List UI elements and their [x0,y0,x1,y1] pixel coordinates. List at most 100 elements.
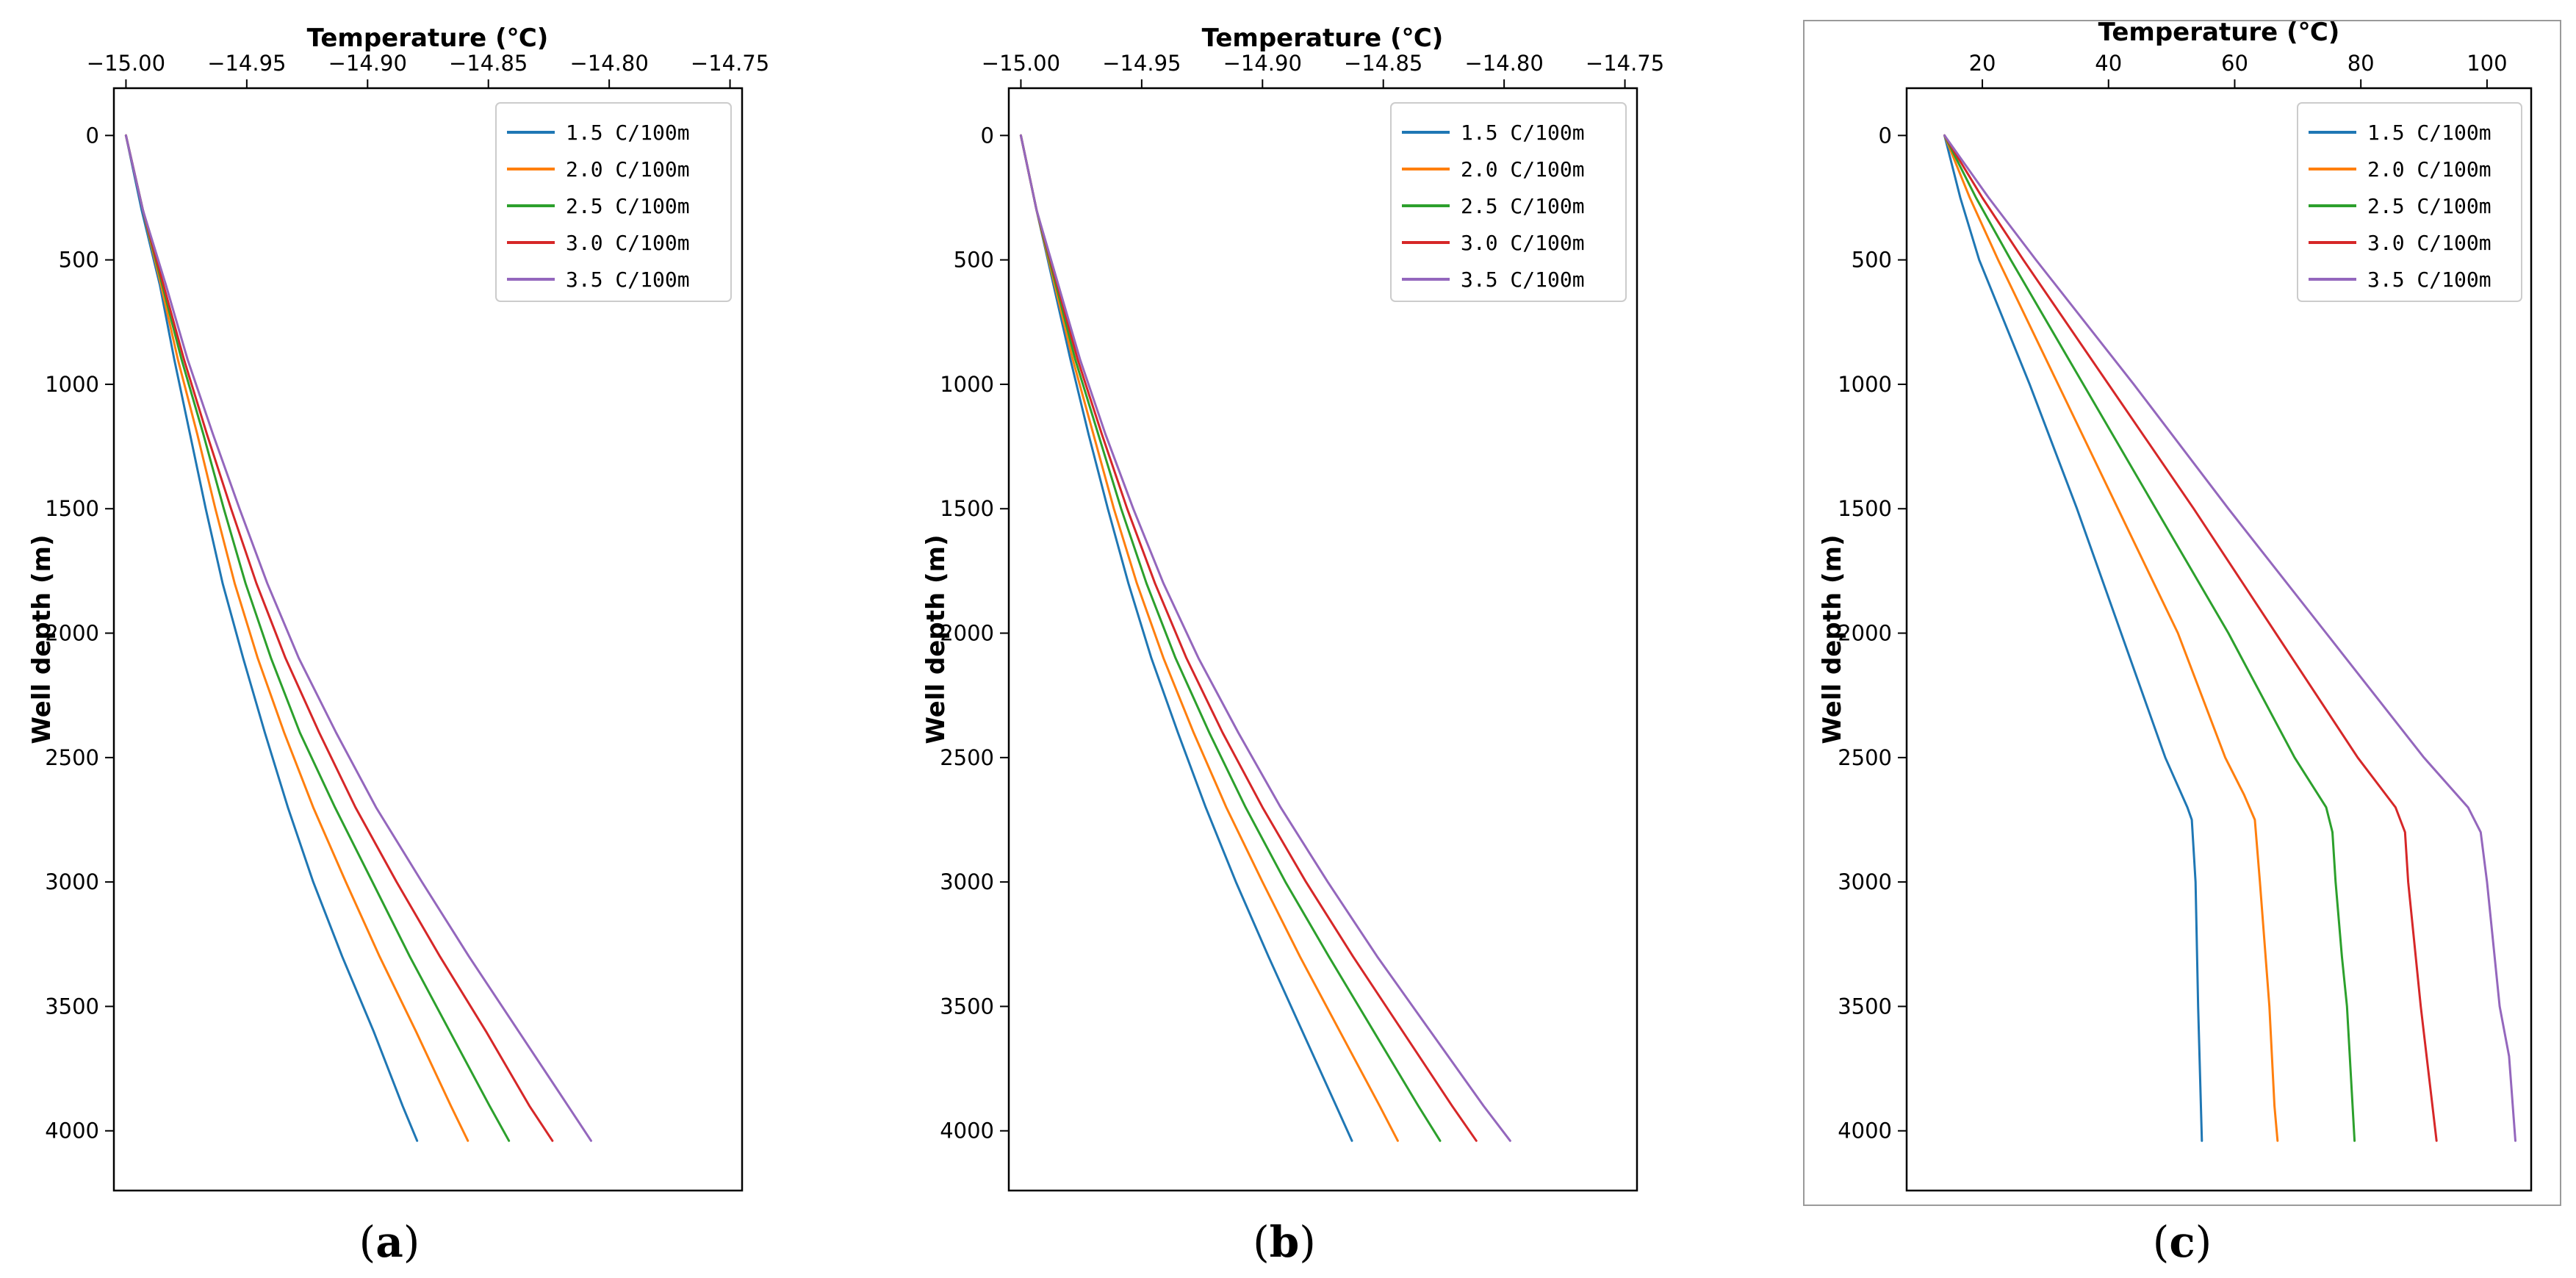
y-tick-label: 500 [1852,248,1892,273]
legend-label: 1.5 C/100m [1461,121,1585,145]
legend: 1.5 C/100m 2.0 C/100m 2.5 C/100m 3.0 C/100m… [2297,102,2522,302]
x-tick-label: −14.85 [449,51,528,76]
legend-label: 3.0 C/100m [566,231,690,255]
legend-label: 1.5 C/100m [566,121,690,145]
legend-label: 2.5 C/100m [1461,194,1585,218]
legend-label: 3.0 C/100m [2367,231,2492,255]
x-tick-label: 80 [2347,51,2375,76]
legend-box [2297,102,2522,302]
legend-label: 3.5 C/100m [1461,268,1585,292]
y-axis-ticks: 0 500 1000 1500 2000 2500 3000 3500 4000 [45,123,114,1144]
legend-label: 3.5 C/100m [2367,268,2492,292]
y-tick-label: 3500 [940,994,994,1019]
x-tick-label: −14.90 [328,51,407,76]
y-axis-ticks: 0 500 1000 1500 2000 2500 3000 3500 4000 [1838,123,1907,1144]
legend-label: 3.0 C/100m [1461,231,1585,255]
y-tick-label: 1500 [1838,496,1892,521]
series-line-5 [1019,134,1511,1142]
y-tick-label: 2500 [1838,745,1892,770]
x-tick-label: −14.75 [691,51,769,76]
panel-label: (a) [359,1217,420,1267]
y-tick-label: 3500 [45,994,99,1019]
y-tick-label: 2000 [45,621,99,646]
y-tick-label: 4000 [45,1119,99,1144]
y-tick-label: 3000 [940,869,994,894]
panel-c: 20 40 60 80 100 0 500 1000 1500 2000 2500 3000 3500… [1803,18,2561,1267]
y-tick-label: 1500 [940,496,994,521]
x-axis-title: Temperature (℃) [307,24,549,53]
y-tick-label: 3000 [1838,869,1892,894]
x-tick-label: 100 [2467,51,2507,76]
y-tick-label: 0 [86,123,99,148]
y-tick-label: 4000 [1838,1119,1892,1144]
series-line-1 [1943,134,2203,1142]
plot-frame [112,87,744,1192]
series-lines [124,134,592,1142]
x-tick-label: −14.85 [1344,51,1422,76]
y-axis-title: Well depth (m) [1818,534,1847,744]
x-tick-label: 40 [2095,51,2122,76]
y-tick-label: 1000 [1838,372,1892,397]
legend-box [1390,102,1627,302]
x-tick-label: −14.75 [1586,51,1664,76]
legend-box [495,102,732,302]
y-tick-label: 3000 [45,869,99,894]
x-axis-ticks: −15.00 −14.95 −14.90 −14.85 −14.80 −14.75 [87,51,769,88]
legend-label: 2.0 C/100m [2367,157,2492,182]
series-line-5 [1943,134,2516,1142]
y-tick-label: 2500 [45,745,99,770]
panel-label: (c) [2153,1217,2212,1267]
y-tick-label: 1000 [45,372,99,397]
series-line-4 [1943,134,2438,1142]
x-tick-label: −15.00 [982,51,1060,76]
panel-b: −15.00 −14.95 −14.90 −14.85 −14.80 −14.75 0 50… [921,24,1664,1267]
y-tick-label: 1500 [45,496,99,521]
x-tick-label: 60 [2221,51,2248,76]
x-tick-label: −15.00 [87,51,165,76]
series-line-2 [1943,134,2279,1142]
y-axis-ticks: 0 500 1000 1500 2000 2500 3000 3500 4000 [940,123,1009,1144]
y-tick-label: 2500 [940,745,994,770]
x-tick-label: −14.95 [1102,51,1181,76]
panel-a: −15.00 −14.95 −14.90 −14.85 −14.80 −14.75 0 50… [27,24,769,1267]
y-axis-title: Well depth (m) [27,534,57,744]
y-tick-label: 2000 [940,621,994,646]
series-line-2 [124,134,469,1142]
plot-frame [1905,87,2533,1192]
y-tick-label: 500 [954,248,994,273]
x-axis-title: Temperature (℃) [1202,24,1444,53]
y-axis-title: Well depth (m) [921,534,951,744]
series-lines [1019,134,1511,1142]
x-tick-label: −14.80 [569,51,648,76]
x-axis-ticks: −15.00 −14.95 −14.90 −14.85 −14.80 −14.75 [982,51,1664,88]
x-tick-label: −14.95 [207,51,286,76]
legend-label: 2.5 C/100m [2367,194,2492,218]
legend-label: 2.5 C/100m [566,194,690,218]
x-tick-label: −14.90 [1223,51,1302,76]
y-tick-label: 4000 [940,1119,994,1144]
series-line-2 [1019,134,1399,1142]
series-line-1 [1019,134,1353,1142]
series-line-4 [1019,134,1478,1142]
series-line-4 [124,134,554,1142]
y-tick-label: 3500 [1838,994,1892,1019]
x-tick-label: −14.80 [1464,51,1543,76]
series-line-1 [124,134,419,1142]
legend-label: 2.0 C/100m [1461,157,1585,182]
legend-label: 1.5 C/100m [2367,121,2492,145]
x-axis-title: Temperature (℃) [2098,18,2340,47]
series-line-3 [1019,134,1442,1142]
legend-label: 2.0 C/100m [566,157,690,182]
series-line-3 [124,134,511,1142]
y-tick-label: 0 [1879,123,1892,148]
x-axis-ticks: 20 40 60 80 100 [1969,51,2508,88]
y-tick-label: 1000 [940,372,994,397]
series-lines [1943,134,2516,1142]
x-tick-label: 20 [1969,51,1996,76]
plot-frame [1007,87,1638,1192]
panel-label: (b) [1253,1217,1316,1267]
series-line-5 [124,134,592,1142]
series-line-3 [1943,134,2356,1142]
y-tick-label: 2000 [1838,621,1892,646]
